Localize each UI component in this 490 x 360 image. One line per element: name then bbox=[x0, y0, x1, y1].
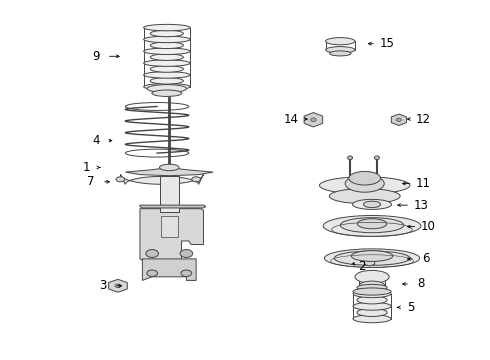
Text: 13: 13 bbox=[414, 199, 428, 212]
Ellipse shape bbox=[355, 270, 389, 283]
Polygon shape bbox=[109, 279, 127, 292]
Ellipse shape bbox=[150, 66, 183, 72]
Polygon shape bbox=[365, 259, 375, 266]
Polygon shape bbox=[140, 209, 203, 262]
Polygon shape bbox=[125, 168, 213, 176]
Ellipse shape bbox=[345, 175, 384, 192]
Ellipse shape bbox=[144, 36, 190, 42]
Text: 1: 1 bbox=[82, 161, 90, 174]
Ellipse shape bbox=[353, 315, 391, 323]
Text: 10: 10 bbox=[421, 220, 436, 233]
Ellipse shape bbox=[396, 118, 401, 121]
Polygon shape bbox=[304, 113, 323, 127]
Ellipse shape bbox=[144, 60, 190, 66]
Ellipse shape bbox=[146, 249, 159, 257]
Ellipse shape bbox=[150, 42, 183, 49]
Ellipse shape bbox=[147, 85, 187, 93]
Text: 6: 6 bbox=[422, 252, 430, 265]
Text: 7: 7 bbox=[87, 175, 95, 188]
Ellipse shape bbox=[192, 177, 200, 182]
Ellipse shape bbox=[357, 219, 387, 229]
Ellipse shape bbox=[144, 48, 190, 54]
Ellipse shape bbox=[324, 249, 419, 267]
Text: 11: 11 bbox=[416, 177, 431, 190]
Polygon shape bbox=[143, 259, 196, 280]
Ellipse shape bbox=[357, 296, 387, 304]
Ellipse shape bbox=[374, 156, 379, 159]
Bar bbox=[161, 216, 178, 237]
Ellipse shape bbox=[353, 288, 391, 295]
Text: 4: 4 bbox=[92, 134, 100, 147]
Ellipse shape bbox=[116, 177, 125, 182]
Ellipse shape bbox=[144, 72, 190, 78]
Ellipse shape bbox=[326, 38, 355, 45]
Bar bbox=[160, 176, 178, 212]
Text: 5: 5 bbox=[408, 301, 415, 314]
Ellipse shape bbox=[334, 251, 410, 265]
Ellipse shape bbox=[181, 270, 192, 276]
Ellipse shape bbox=[347, 156, 352, 159]
Ellipse shape bbox=[159, 164, 179, 171]
Ellipse shape bbox=[319, 177, 410, 194]
Text: 8: 8 bbox=[417, 278, 425, 291]
Text: 12: 12 bbox=[416, 113, 431, 126]
Ellipse shape bbox=[353, 302, 391, 310]
Text: 2: 2 bbox=[359, 260, 366, 273]
Ellipse shape bbox=[329, 189, 400, 204]
Ellipse shape bbox=[364, 201, 381, 208]
Ellipse shape bbox=[144, 84, 190, 90]
Ellipse shape bbox=[357, 284, 387, 291]
Ellipse shape bbox=[144, 24, 190, 31]
Ellipse shape bbox=[150, 78, 183, 84]
Ellipse shape bbox=[357, 309, 387, 316]
Polygon shape bbox=[392, 114, 407, 126]
Ellipse shape bbox=[150, 54, 183, 60]
Text: 15: 15 bbox=[379, 37, 394, 50]
Ellipse shape bbox=[352, 199, 392, 210]
Text: 3: 3 bbox=[99, 279, 107, 292]
Text: 14: 14 bbox=[284, 113, 299, 126]
Text: 9: 9 bbox=[92, 50, 100, 63]
Polygon shape bbox=[121, 174, 203, 184]
Ellipse shape bbox=[353, 290, 391, 298]
Ellipse shape bbox=[359, 281, 385, 290]
Polygon shape bbox=[140, 205, 206, 208]
Ellipse shape bbox=[150, 30, 183, 37]
Ellipse shape bbox=[349, 171, 381, 185]
Ellipse shape bbox=[351, 251, 393, 261]
Ellipse shape bbox=[340, 218, 404, 233]
Ellipse shape bbox=[311, 118, 316, 122]
Ellipse shape bbox=[180, 249, 193, 257]
Ellipse shape bbox=[326, 46, 355, 53]
Ellipse shape bbox=[147, 270, 158, 276]
Ellipse shape bbox=[115, 284, 121, 288]
Ellipse shape bbox=[152, 90, 182, 96]
Ellipse shape bbox=[323, 216, 421, 236]
Ellipse shape bbox=[330, 51, 351, 56]
